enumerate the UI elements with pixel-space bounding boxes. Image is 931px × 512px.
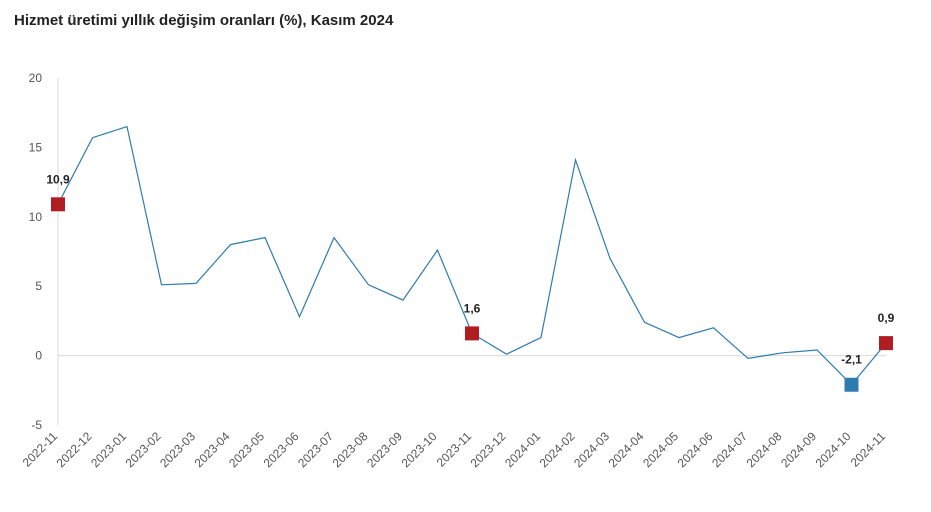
- highlight-marker: [465, 326, 479, 341]
- data-label: -2,1: [841, 353, 862, 367]
- data-point: [678, 336, 681, 339]
- data-point: [816, 349, 819, 352]
- x-tick-label: 2023-01: [88, 429, 129, 470]
- x-tick-label: 2022-12: [54, 429, 95, 470]
- data-point: [160, 283, 163, 286]
- x-tick-label: 2023-07: [295, 429, 336, 470]
- x-tick-label: 2023-06: [261, 429, 302, 470]
- x-tick-label: 2024-03: [571, 429, 612, 470]
- x-tick-label: 2024-10: [813, 429, 854, 470]
- y-tick-label: 5: [35, 279, 42, 293]
- x-tick-label: 2024-04: [606, 429, 647, 470]
- marker-layer: 10,9 1,6 -2,1 0,9: [46, 172, 895, 392]
- x-tick-label: 2024-06: [675, 429, 716, 470]
- data-point: [126, 125, 129, 128]
- x-tick-label: 2024-01: [502, 429, 543, 470]
- data-point: [195, 282, 198, 285]
- data-point: [436, 249, 439, 252]
- x-tick-label: 2023-04: [192, 429, 233, 470]
- x-tick-label: 2024-08: [744, 429, 785, 470]
- x-tick-label: 2024-05: [640, 429, 681, 470]
- x-tick-label: 2023-08: [330, 429, 371, 470]
- data-point: [367, 283, 370, 286]
- series-layer: [57, 125, 887, 386]
- x-tick-label: 2022-11: [20, 429, 61, 470]
- x-tick-label: 2023-10: [399, 429, 440, 470]
- data-point: [229, 243, 232, 246]
- y-tick-label: 15: [29, 140, 43, 154]
- data-point: [333, 236, 336, 239]
- x-tick-label: 2023-02: [123, 429, 164, 470]
- data-point: [505, 353, 508, 356]
- data-point: [781, 351, 784, 354]
- data-label: 1,6: [464, 301, 481, 315]
- x-tick-label: 2023-09: [364, 429, 405, 470]
- data-point: [91, 136, 94, 139]
- x-tick-label: 2023-11: [434, 429, 475, 470]
- axis-layer: -5051015202022-112022-122023-012023-0220…: [20, 71, 889, 470]
- y-tick-label: 10: [29, 210, 43, 224]
- data-point: [712, 326, 715, 329]
- series-line: [57, 125, 887, 386]
- x-tick-label: 2024-11: [848, 429, 889, 470]
- data-point: [402, 299, 405, 302]
- x-tick-label: 2024-07: [709, 429, 750, 470]
- data-label: 0,9: [878, 311, 895, 325]
- data-point: [643, 321, 646, 324]
- x-tick-label: 2023-12: [468, 429, 509, 470]
- data-point: [574, 158, 577, 161]
- x-tick-label: 2024-09: [778, 429, 819, 470]
- data-point: [540, 336, 543, 339]
- y-tick-label: -5: [31, 418, 42, 432]
- x-tick-label: 2023-03: [157, 429, 198, 470]
- highlight-marker: [844, 377, 859, 392]
- x-tick-label: 2024-02: [537, 429, 578, 470]
- highlight-marker: [879, 336, 893, 351]
- data-label: 10,9: [46, 172, 70, 186]
- y-tick-label: 20: [29, 71, 43, 85]
- chart-title: Hizmet üretimi yıllık değişim oranları (…: [14, 12, 394, 29]
- y-tick-label: 0: [35, 349, 42, 363]
- data-point: [609, 257, 612, 260]
- data-point: [264, 236, 267, 239]
- x-tick-label: 2023-05: [226, 429, 267, 470]
- highlight-marker: [51, 197, 65, 212]
- data-point: [747, 357, 750, 360]
- data-point: [298, 315, 301, 318]
